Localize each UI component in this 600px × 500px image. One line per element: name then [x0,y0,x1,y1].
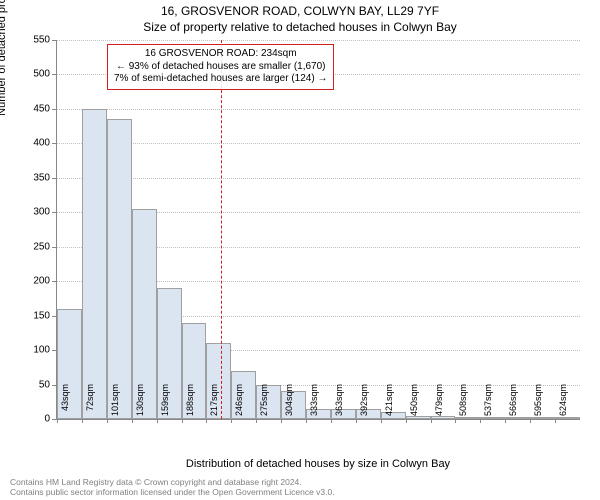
x-tick-mark [206,419,207,423]
x-tick-mark [231,419,232,423]
x-tick-label: 363sqm [334,384,344,424]
gridline [57,143,580,144]
x-tick-label: 188sqm [185,384,195,424]
y-tick-label: 0 [0,414,50,425]
x-tick-mark [82,419,83,423]
x-tick-mark [381,419,382,423]
x-tick-mark [455,419,456,423]
x-tick-label: 43sqm [60,384,70,424]
x-tick-label: 537sqm [483,384,493,424]
x-tick-mark [505,419,506,423]
x-tick-mark [107,419,108,423]
x-tick-label: 421sqm [384,384,394,424]
attribution: Contains HM Land Registry data © Crown c… [10,478,335,498]
histogram-bar [107,119,132,419]
x-tick-label: 392sqm [359,384,369,424]
x-tick-label: 566sqm [508,384,518,424]
y-tick-label: 500 [0,69,50,80]
attribution-line1: Contains HM Land Registry data © Crown c… [10,477,302,487]
x-tick-mark [256,419,257,423]
x-tick-label: 130sqm [135,384,145,424]
x-tick-mark [157,419,158,423]
x-axis-label: Distribution of detached houses by size … [56,458,580,470]
x-tick-label: 217sqm [209,384,219,424]
x-tick-label: 595sqm [533,384,543,424]
x-tick-label: 304sqm [284,384,294,424]
y-tick-label: 100 [0,345,50,356]
gridline [57,178,580,179]
y-tick-label: 350 [0,172,50,183]
x-tick-mark [57,419,58,423]
x-tick-mark [530,419,531,423]
reference-line [221,40,222,419]
x-tick-label: 479sqm [434,384,444,424]
x-tick-mark [281,419,282,423]
x-tick-label: 72sqm [85,384,95,424]
x-tick-label: 333sqm [309,384,319,424]
y-tick-label: 550 [0,35,50,46]
gridline [57,40,580,41]
x-tick-mark [431,419,432,423]
x-tick-mark [182,419,183,423]
y-tick-label: 400 [0,138,50,149]
x-tick-label: 275sqm [259,384,269,424]
x-tick-mark [331,419,332,423]
attribution-line2: Contains public sector information licen… [10,487,335,497]
x-tick-mark [480,419,481,423]
plot-area: 16 GROSVENOR ROAD: 234sqm← 93% of detach… [56,40,580,420]
x-tick-label: 246sqm [234,384,244,424]
annotation-box: 16 GROSVENOR ROAD: 234sqm← 93% of detach… [107,44,334,90]
y-tick-label: 300 [0,207,50,218]
x-tick-mark [306,419,307,423]
y-tick-label: 50 [0,379,50,390]
x-tick-mark [406,419,407,423]
x-tick-label: 101sqm [110,384,120,424]
x-tick-label: 508sqm [458,384,468,424]
annotation-line1: 16 GROSVENOR ROAD: 234sqm [114,48,327,61]
y-tick-label: 450 [0,103,50,114]
histogram-bar [82,109,107,419]
y-tick-label: 250 [0,241,50,252]
x-tick-label: 450sqm [409,384,419,424]
chart-container: 16, GROSVENOR ROAD, COLWYN BAY, LL29 7YF… [0,0,600,500]
x-tick-mark [555,419,556,423]
y-tick-label: 150 [0,310,50,321]
gridline [57,109,580,110]
annotation-line3: 7% of semi-detached houses are larger (1… [114,73,327,86]
y-tick-label: 200 [0,276,50,287]
annotation-line2: ← 93% of detached houses are smaller (1,… [114,61,327,74]
x-tick-mark [132,419,133,423]
x-tick-label: 159sqm [160,384,170,424]
supertitle: 16, GROSVENOR ROAD, COLWYN BAY, LL29 7YF [0,4,600,18]
x-tick-label: 624sqm [558,384,568,424]
chart-title: Size of property relative to detached ho… [0,20,600,34]
x-tick-mark [356,419,357,423]
